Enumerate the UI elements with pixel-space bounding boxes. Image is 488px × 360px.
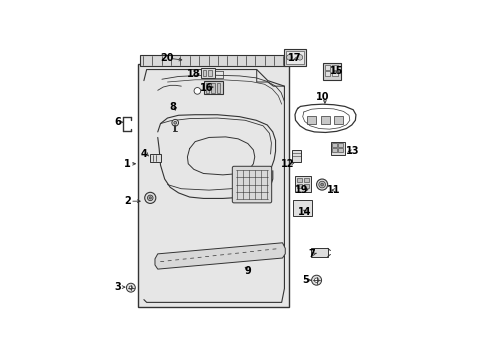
Bar [332, 66, 337, 70]
Bar [303, 178, 308, 183]
Circle shape [129, 286, 132, 289]
Bar [203, 81, 223, 94]
Bar [150, 153, 161, 162]
Circle shape [316, 179, 327, 190]
Bar [324, 66, 329, 70]
Text: 1: 1 [123, 159, 130, 169]
Bar [324, 72, 329, 76]
Circle shape [320, 183, 323, 186]
Bar [303, 184, 308, 188]
Text: 19: 19 [295, 185, 308, 195]
Bar [138, 64, 289, 306]
Bar [332, 143, 336, 147]
Text: 5: 5 [302, 275, 309, 285]
Text: 12: 12 [281, 159, 294, 169]
Text: 2: 2 [123, 196, 130, 206]
Bar [332, 148, 336, 152]
Bar [333, 116, 342, 124]
Circle shape [311, 275, 321, 285]
Circle shape [314, 278, 318, 283]
Bar [332, 72, 337, 76]
Circle shape [149, 197, 151, 199]
Circle shape [318, 181, 325, 188]
Bar [291, 150, 300, 162]
Bar [292, 200, 311, 216]
Text: 9: 9 [244, 266, 251, 275]
Text: 13: 13 [346, 146, 359, 156]
Bar [322, 63, 340, 80]
Circle shape [297, 55, 302, 60]
Circle shape [286, 55, 292, 60]
FancyBboxPatch shape [232, 166, 271, 203]
Bar [294, 176, 310, 192]
Bar [307, 116, 316, 124]
Bar [338, 143, 342, 147]
Bar [201, 68, 215, 78]
Text: 16: 16 [199, 82, 213, 93]
Bar [296, 184, 301, 188]
Bar [205, 82, 209, 93]
Text: 8: 8 [169, 102, 176, 112]
Bar [330, 141, 345, 155]
Text: 3: 3 [114, 282, 121, 292]
Bar [208, 70, 211, 76]
Bar [140, 55, 286, 66]
Text: 15: 15 [329, 66, 343, 76]
Bar [216, 82, 220, 93]
Polygon shape [155, 243, 285, 269]
Circle shape [194, 87, 200, 94]
Bar [285, 51, 303, 64]
Text: 7: 7 [307, 249, 314, 259]
Circle shape [173, 121, 176, 124]
Text: 17: 17 [287, 53, 301, 63]
Text: 4: 4 [140, 149, 147, 159]
Bar [284, 49, 305, 66]
Text: 6: 6 [114, 117, 121, 127]
Text: 20: 20 [161, 53, 174, 63]
Circle shape [126, 283, 135, 292]
Text: 11: 11 [326, 185, 340, 195]
Circle shape [144, 192, 156, 203]
Text: 14: 14 [297, 207, 311, 217]
Text: 10: 10 [315, 92, 329, 102]
Bar [338, 148, 342, 152]
Bar [203, 70, 206, 76]
Text: 18: 18 [186, 69, 200, 79]
Circle shape [147, 195, 153, 201]
Circle shape [172, 120, 178, 126]
Bar [296, 178, 301, 183]
Bar [211, 82, 214, 93]
Bar [310, 248, 327, 257]
Bar [320, 116, 329, 124]
